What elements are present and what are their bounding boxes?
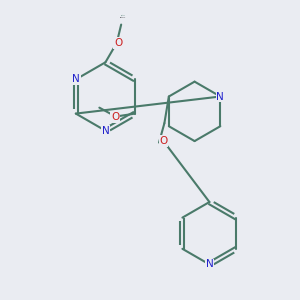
Text: N: N: [72, 74, 80, 84]
Text: methoxy: methoxy: [119, 16, 126, 18]
Text: O: O: [111, 112, 119, 122]
Text: methyl: methyl: [121, 15, 126, 16]
Text: O: O: [114, 38, 122, 48]
Text: N: N: [206, 260, 213, 269]
Text: O: O: [159, 136, 168, 146]
Text: N: N: [101, 126, 109, 136]
Text: N: N: [216, 92, 224, 101]
